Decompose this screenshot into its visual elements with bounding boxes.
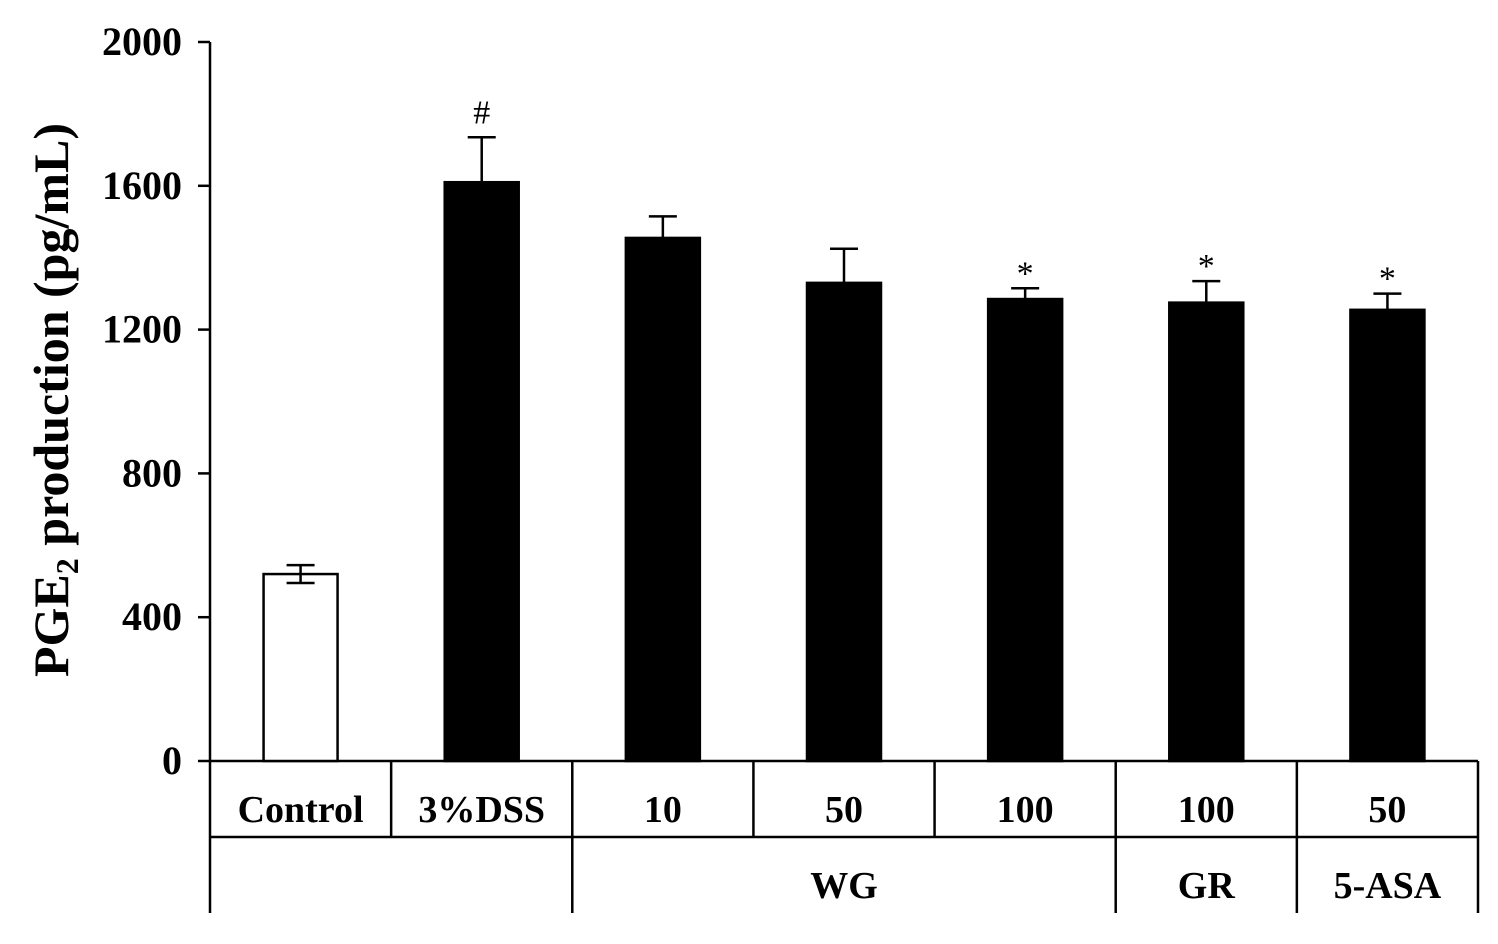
- y-tick-label: 1600: [102, 163, 182, 208]
- group-label: WG: [810, 865, 878, 907]
- significance-marker: #: [473, 94, 490, 131]
- category-label: 10: [644, 789, 682, 831]
- y-tick-label: 1200: [102, 307, 182, 352]
- category-label: 50: [825, 789, 863, 831]
- y-axis-label-main: PGE: [23, 574, 79, 677]
- y-axis-label-rest: production (pg/mL): [23, 123, 79, 558]
- y-tick-label: 0: [162, 738, 182, 783]
- bar: [805, 281, 883, 763]
- group-label: 5-ASA: [1334, 865, 1442, 907]
- bar: [624, 236, 702, 763]
- category-label: 100: [1178, 789, 1235, 831]
- y-tick-label: 800: [122, 450, 182, 495]
- category-label: 100: [997, 789, 1054, 831]
- y-tick-label: 400: [122, 594, 182, 639]
- y-tick-label: 2000: [102, 19, 182, 64]
- bar: [443, 180, 520, 763]
- category-label: 3%DSS: [418, 789, 545, 831]
- y-axis-label-subscript: 2: [49, 558, 85, 574]
- significance-marker: *: [1379, 261, 1396, 298]
- bar: [1168, 301, 1245, 763]
- category-label: Control: [238, 789, 364, 831]
- category-label: 50: [1368, 789, 1406, 831]
- group-label: GR: [1178, 865, 1236, 907]
- bar: [1349, 308, 1426, 763]
- bar: [262, 572, 339, 763]
- significance-marker: *: [1017, 255, 1034, 292]
- significance-marker: *: [1198, 248, 1215, 285]
- y-axis-label: PGE2 production (pg/mL): [23, 123, 85, 677]
- plot-area: 0 400 800 1200 1600 2000 Control #3%DSS 10 50 * 100…: [102, 19, 1480, 913]
- bar: [986, 297, 1064, 763]
